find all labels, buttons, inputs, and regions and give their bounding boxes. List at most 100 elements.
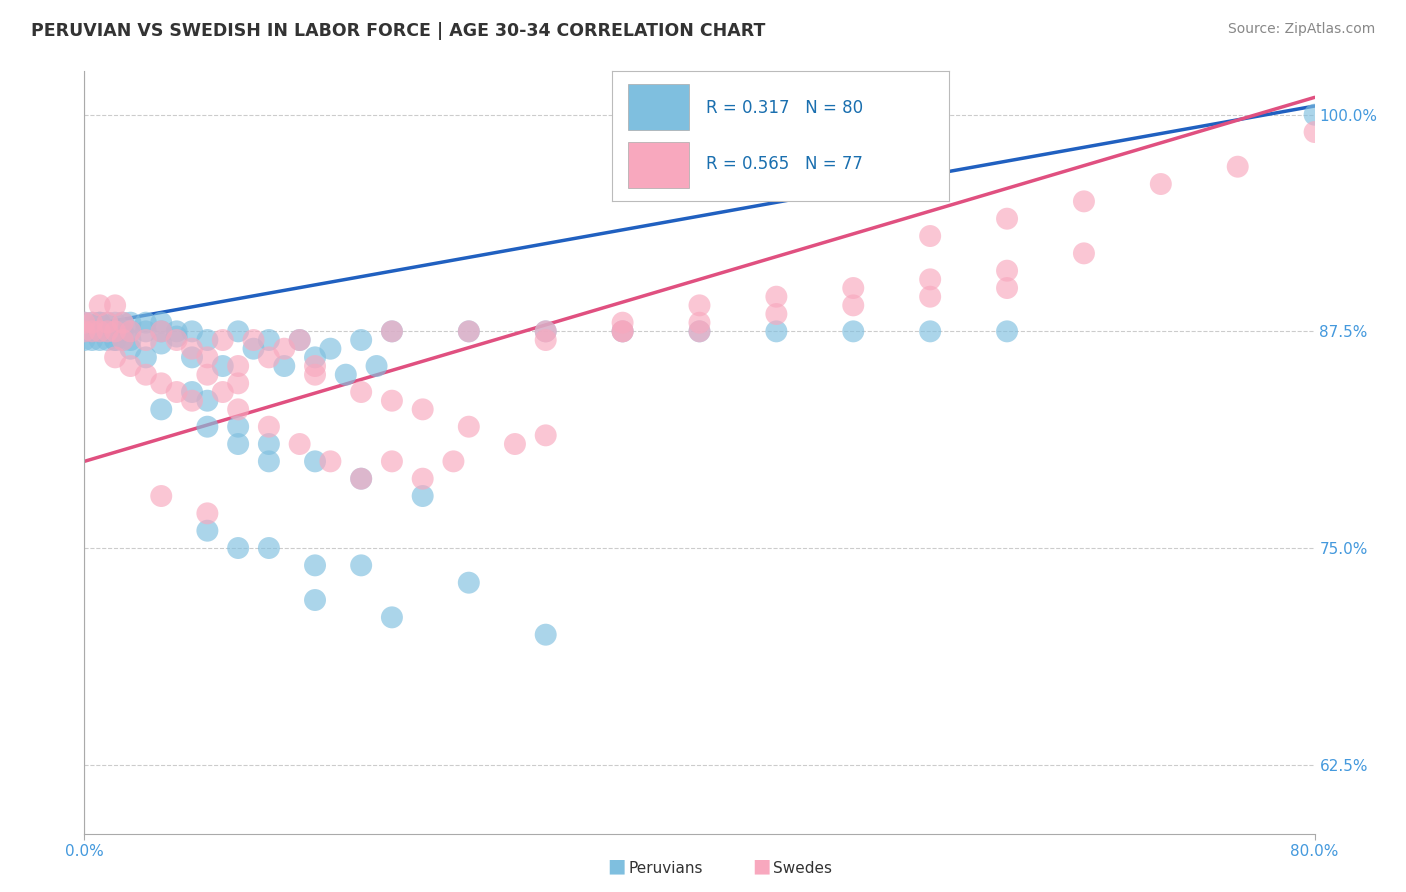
Point [304,359,326,373]
Point [257,333,280,347]
Text: Swedes: Swedes [773,861,832,876]
Point [288,333,311,347]
Point [96,333,118,347]
Point [457,419,479,434]
Point [89,324,111,338]
Point [226,324,249,338]
Point [197,333,219,347]
Point [381,393,404,408]
Point [89,324,111,338]
Point [350,333,373,347]
Point [534,428,557,442]
Point [534,324,557,338]
Point [150,324,173,338]
Point [150,402,173,417]
Point [104,298,127,312]
Point [1303,108,1326,122]
Text: ■: ■ [752,857,770,876]
Point [120,324,142,338]
Point [689,324,711,338]
Point [150,324,173,338]
Point [111,316,134,330]
Point [1073,246,1095,260]
Point [412,472,434,486]
Text: R = 0.317   N = 80: R = 0.317 N = 80 [706,99,863,117]
Point [612,324,634,338]
Point [689,324,711,338]
Point [80,324,103,338]
Point [765,290,787,304]
Point [89,316,111,330]
Text: Source: ZipAtlas.com: Source: ZipAtlas.com [1227,22,1375,37]
Point [443,454,465,468]
Point [995,324,1018,338]
Point [211,333,233,347]
Point [80,316,103,330]
Point [319,342,342,356]
Point [226,541,249,555]
Point [104,324,127,338]
Point [104,324,127,338]
Point [111,333,134,347]
Point [381,454,404,468]
Point [181,324,204,338]
Point [96,316,118,330]
Point [89,316,111,330]
Point [120,324,142,338]
Point [135,333,157,347]
Point [273,342,295,356]
Point [350,472,373,486]
Point [534,628,557,642]
Point [73,316,96,330]
Point [273,359,295,373]
Point [304,558,326,573]
Text: Peruvians: Peruvians [628,861,703,876]
Point [920,229,942,244]
Point [197,351,219,365]
Point [612,316,634,330]
Point [257,419,280,434]
Point [89,298,111,312]
Point [181,393,204,408]
Point [120,316,142,330]
Point [1226,160,1249,174]
Point [111,324,134,338]
Point [350,384,373,399]
Point [120,359,142,373]
Point [350,472,373,486]
Point [96,324,118,338]
Bar [628,143,689,188]
Bar [628,85,689,129]
Point [920,272,942,286]
Point [181,342,204,356]
Point [150,489,173,503]
Point [166,329,188,343]
Point [304,454,326,468]
Point [842,281,865,295]
Point [111,333,134,347]
Point [257,454,280,468]
Point [381,610,404,624]
Point [197,368,219,382]
Point [211,359,233,373]
Point [135,316,157,330]
Point [995,281,1018,295]
Text: R = 0.565   N = 77: R = 0.565 N = 77 [706,155,863,173]
Point [257,351,280,365]
Point [226,419,249,434]
Point [304,351,326,365]
Text: PERUVIAN VS SWEDISH IN LABOR FORCE | AGE 30-34 CORRELATION CHART: PERUVIAN VS SWEDISH IN LABOR FORCE | AGE… [31,22,765,40]
Point [226,437,249,451]
Point [412,402,434,417]
Point [457,324,479,338]
Point [197,507,219,521]
Point [166,324,188,338]
Text: ■: ■ [607,857,626,876]
Point [257,437,280,451]
Point [181,384,204,399]
Point [920,290,942,304]
Point [534,324,557,338]
Point [765,324,787,338]
Point [80,324,103,338]
Point [1303,125,1326,139]
